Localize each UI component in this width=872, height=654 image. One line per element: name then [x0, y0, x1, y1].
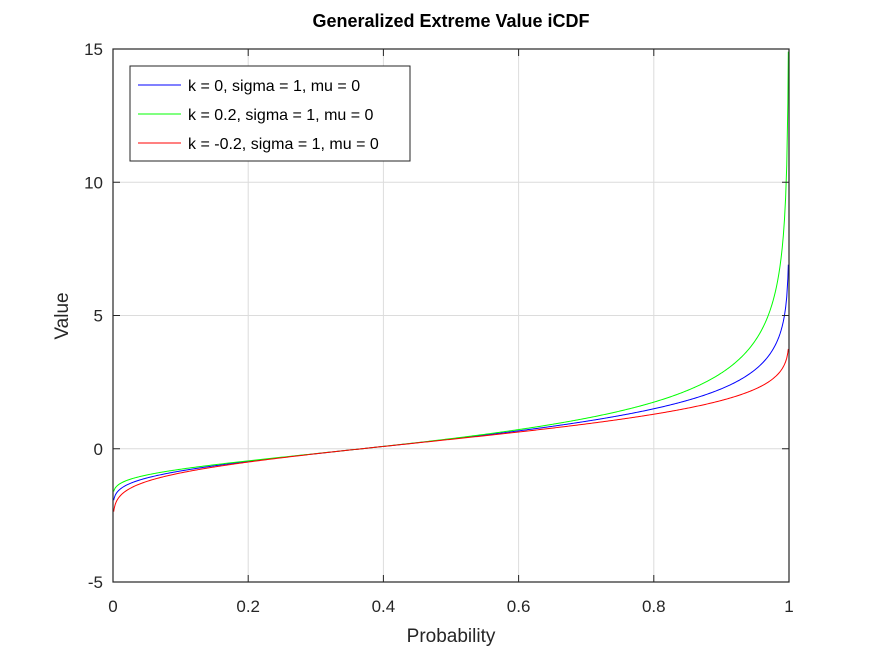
x-tick-label: 0.8 — [642, 597, 666, 616]
y-tick-label: -5 — [88, 573, 103, 592]
x-tick-label: 0.2 — [236, 597, 260, 616]
legend-entry-k0: k = 0, sigma = 1, mu = 0 — [188, 78, 360, 95]
legend-entry-k0.2: k = 0.2, sigma = 1, mu = 0 — [188, 107, 374, 124]
axis-ticks — [112, 48, 790, 583]
y-tick-label: 0 — [94, 440, 103, 459]
x-tick-label: 0 — [108, 597, 117, 616]
legend: k = 0, sigma = 1, mu = 0 k = 0.2, sigma … — [129, 65, 411, 162]
x-axis-label: Probability — [407, 626, 496, 647]
x-tick-label: 0.4 — [372, 597, 396, 616]
series-line-2 — [113, 348, 789, 512]
x-tick-label: 1 — [784, 597, 793, 616]
y-tick-label: 15 — [84, 40, 103, 59]
x-tick-labels: 0 0.2 0.4 0.6 0.8 1 — [108, 597, 793, 616]
y-axis-label: Value — [52, 292, 73, 339]
legend-entry-k-0.2: k = -0.2, sigma = 1, mu = 0 — [188, 136, 379, 153]
chart-title: Generalized Extreme Value iCDF — [312, 11, 589, 31]
x-tick-label: 0.6 — [507, 597, 531, 616]
y-tick-label: 10 — [84, 173, 103, 192]
y-tick-label: 5 — [94, 307, 103, 326]
y-tick-labels: -5 0 5 10 15 — [84, 40, 103, 592]
series-lines — [113, 51, 789, 512]
